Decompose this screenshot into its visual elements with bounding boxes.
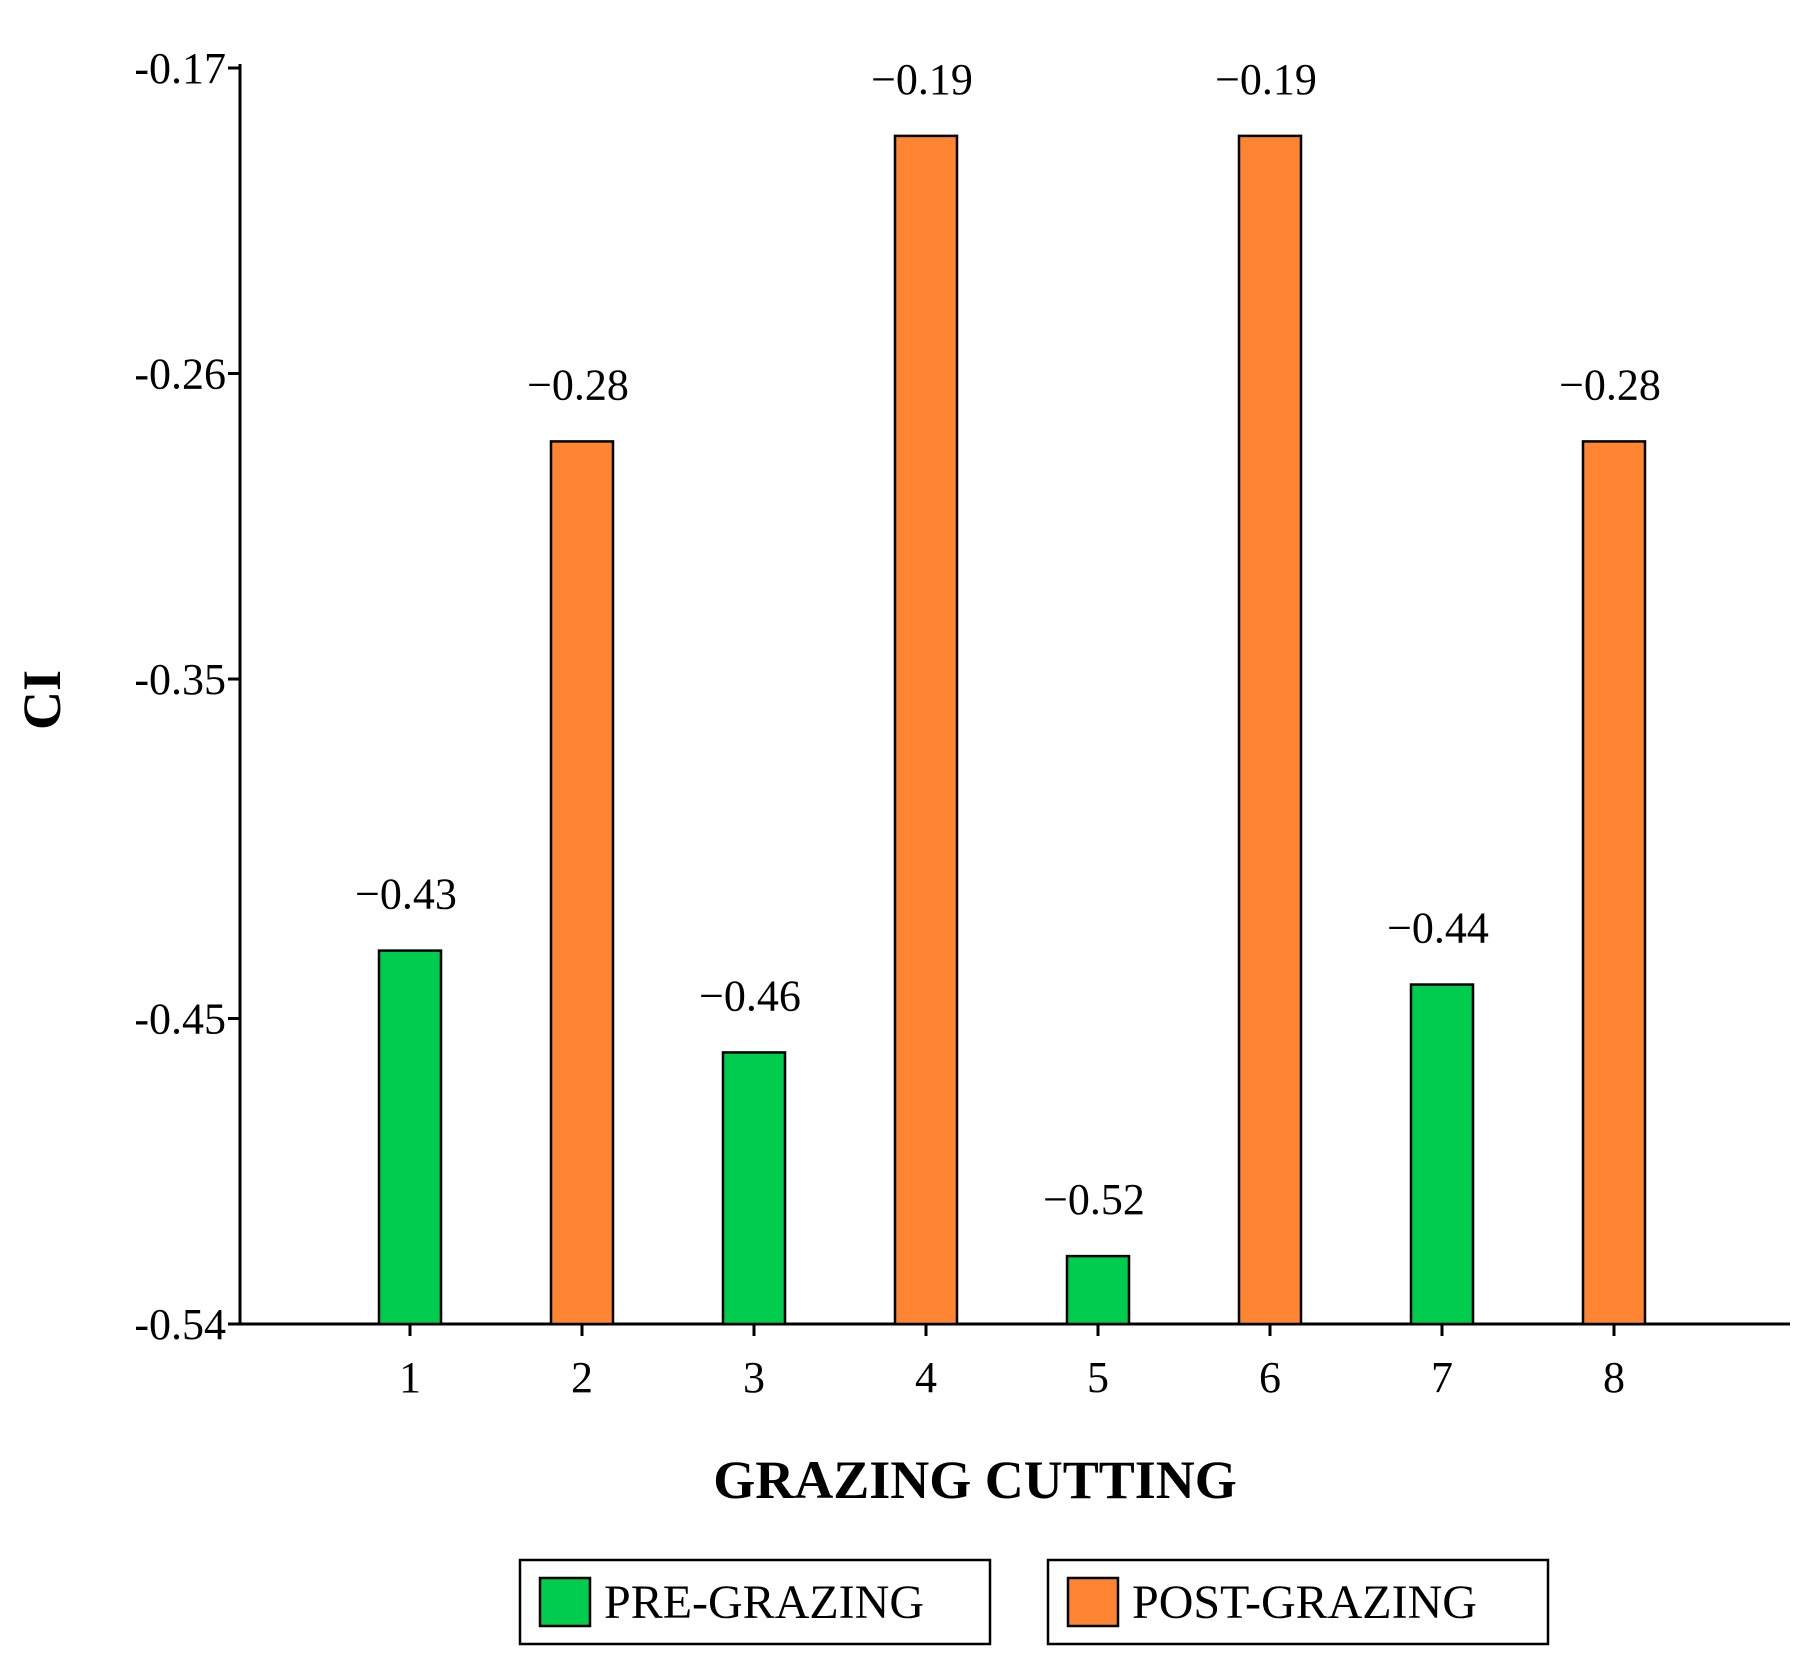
x-tick-label: 4 bbox=[915, 1353, 937, 1402]
x-tick-label: 2 bbox=[571, 1353, 593, 1402]
legend-label: PRE-GRAZING bbox=[604, 1576, 924, 1629]
data-label: −0.28 bbox=[527, 360, 629, 409]
legend: PRE-GRAZING POST-GRAZING bbox=[518, 1558, 1550, 1646]
legend-swatch bbox=[538, 1576, 592, 1628]
data-label: −0.44 bbox=[1387, 904, 1489, 953]
data-label: −0.28 bbox=[1559, 360, 1661, 409]
legend-item-frame bbox=[1046, 1558, 1550, 1646]
legend-label: POST-GRAZING bbox=[1132, 1576, 1477, 1629]
bar-pre-grazing bbox=[721, 1051, 787, 1326]
bar-pre-grazing bbox=[377, 949, 443, 1326]
y-tick-label: -0.26 bbox=[134, 350, 226, 399]
y-tick-label: -0.17 bbox=[134, 44, 226, 93]
data-label: −0.52 bbox=[1043, 1175, 1145, 1224]
bar-pre-grazing bbox=[1409, 983, 1475, 1326]
y-axis-title: CI bbox=[12, 670, 72, 730]
y-tick-label: -0.35 bbox=[134, 655, 226, 704]
x-tick-label: 1 bbox=[399, 1353, 421, 1402]
bar-post-grazing bbox=[1581, 440, 1647, 1326]
data-label: −0.46 bbox=[699, 971, 801, 1020]
bar-pre-grazing bbox=[1065, 1254, 1131, 1326]
y-tick-label: -0.45 bbox=[134, 994, 226, 1043]
x-tick-label: 3 bbox=[743, 1353, 765, 1402]
plot-area: -0.17 -0.26 -0.35 -0.45 -0.54 1 2 3 4 5 6 7 8 −0.43 −0… bbox=[134, 44, 1790, 1402]
data-label: −0.19 bbox=[871, 55, 973, 104]
x-tick-label: 7 bbox=[1431, 1353, 1453, 1402]
legend-item-frame bbox=[518, 1558, 992, 1646]
x-tick-label: 6 bbox=[1259, 1353, 1281, 1402]
x-tick-label: 8 bbox=[1603, 1353, 1625, 1402]
x-tick-label: 5 bbox=[1087, 1353, 1109, 1402]
data-label: −0.43 bbox=[355, 870, 457, 919]
x-axis-title: GRAZING CUTTING bbox=[713, 1450, 1237, 1510]
data-label: −0.19 bbox=[1215, 55, 1317, 104]
y-tick-label: -0.54 bbox=[134, 1300, 226, 1349]
bar-post-grazing bbox=[1237, 134, 1303, 1326]
legend-swatch bbox=[1066, 1576, 1120, 1628]
bar-post-grazing bbox=[893, 134, 959, 1326]
bar-post-grazing bbox=[549, 440, 615, 1326]
